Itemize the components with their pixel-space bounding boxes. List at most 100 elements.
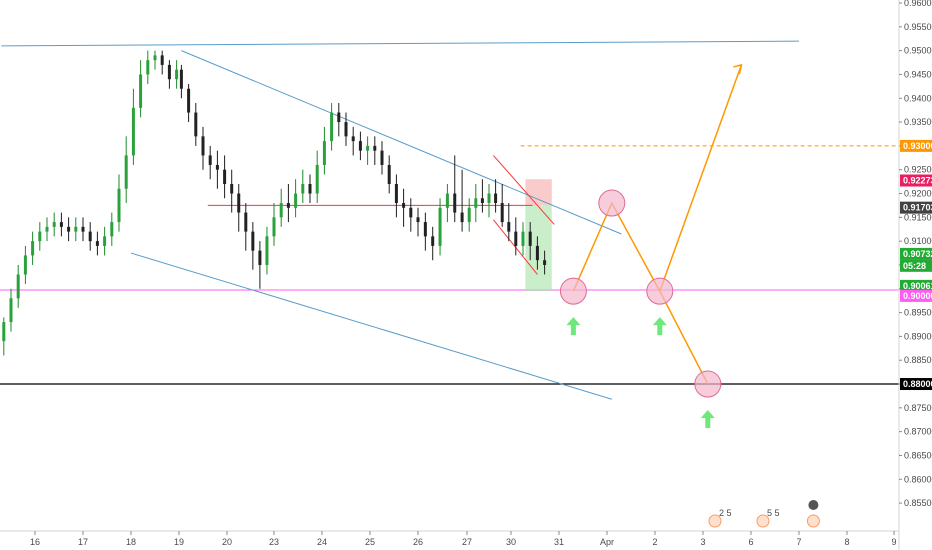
candle-body: [45, 226, 49, 232]
candle-body: [535, 245, 539, 261]
time-tick-label: 26: [413, 537, 423, 547]
time-tick-label: Apr: [600, 537, 614, 547]
event-icon[interactable]: [708, 514, 722, 528]
candle-body: [31, 241, 35, 256]
candle-body: [38, 231, 42, 242]
time-tick-label: 7: [796, 537, 801, 547]
projection-layer: [559, 63, 743, 429]
time-tick-label: 9: [891, 537, 896, 547]
candle-body: [160, 55, 164, 65]
target-circle[interactable]: [598, 189, 626, 217]
candle-body: [265, 236, 269, 265]
candle-body: [59, 222, 63, 227]
candle-body: [81, 226, 85, 232]
candle-body: [167, 64, 171, 80]
candle-body: [74, 226, 78, 232]
candle-body: [139, 74, 143, 108]
candle-body: [330, 112, 334, 142]
candle-body: [286, 203, 290, 208]
event-icon[interactable]: [806, 514, 820, 528]
candle-body: [514, 231, 518, 246]
price-badge: [900, 247, 932, 260]
candle-body: [543, 260, 547, 265]
candle-body: [387, 164, 391, 184]
candle-body: [2, 322, 6, 342]
target-circle[interactable]: [559, 277, 587, 305]
candle-body: [52, 222, 56, 227]
candle-body: [301, 183, 305, 194]
time-tick-label: 30: [506, 537, 516, 547]
candle-body: [315, 164, 319, 194]
candle-body: [294, 193, 298, 208]
candle-body: [351, 136, 355, 142]
candle-body: [201, 136, 205, 156]
price-badge-label: 0.92273: [903, 176, 932, 186]
candle-body: [337, 112, 341, 123]
price-badge: [900, 139, 932, 152]
projection-path[interactable]: [572, 201, 709, 385]
candle-body: [521, 231, 525, 246]
target-circle[interactable]: [646, 277, 674, 305]
candle-body: [208, 155, 212, 165]
time-tick-label: 3: [700, 537, 705, 547]
candle-body: [467, 207, 471, 223]
projection-breakout[interactable]: [659, 64, 743, 292]
time-axis[interactable]: 16 17 18 19 20 23 24 25 26 27 30 31 Apr 2 3 6 7 8 9: [30, 531, 897, 547]
position-stop-zone[interactable]: [525, 179, 552, 206]
time-tick-label: 16: [30, 537, 40, 547]
candle-body: [279, 203, 283, 218]
candle-body: [16, 274, 20, 299]
candle-body: [124, 155, 128, 189]
candle-body: [88, 231, 92, 242]
candle-body: [95, 241, 99, 246]
candle-body: [272, 217, 276, 237]
time-tick-label: 19: [174, 537, 184, 547]
price-badge: [900, 259, 932, 272]
candle-body: [373, 145, 377, 151]
event-icon[interactable]: [756, 514, 770, 528]
trend-line[interactable]: [130, 252, 612, 400]
candle-body: [409, 207, 413, 218]
time-tick-label: 31: [554, 537, 564, 547]
candle-body: [500, 203, 504, 223]
time-tick-label: 17: [78, 537, 88, 547]
price-badge: [900, 174, 932, 187]
projection-arrowhead: [733, 63, 743, 75]
target-circle[interactable]: [694, 370, 722, 398]
candle-body: [175, 69, 179, 80]
candle-body: [322, 141, 326, 165]
candle-body: [344, 122, 348, 137]
time-tick-label: 23: [269, 537, 279, 547]
trend-line[interactable]: [181, 50, 622, 235]
candle-body: [146, 60, 150, 75]
event-label: 2 5: [719, 508, 732, 518]
price-badge-label: 0.90732: [903, 249, 932, 259]
price-badge-label: 0.91703: [903, 203, 932, 213]
candle-body: [423, 222, 427, 237]
price-badge-label: 0.88000: [903, 379, 932, 389]
time-tick-label: 25: [365, 537, 375, 547]
trend-line[interactable]: [493, 155, 555, 225]
candle-body: [416, 217, 420, 223]
price-badge: [900, 378, 932, 391]
price-badge: [900, 201, 932, 214]
candle-body: [153, 55, 157, 61]
candle-body: [179, 69, 183, 89]
time-tick-label: 24: [317, 537, 327, 547]
up-arrow-icon: [566, 317, 581, 336]
trend-line[interactable]: [1, 40, 800, 47]
event-dot-icon[interactable]: [808, 500, 819, 510]
candle-body: [251, 231, 255, 251]
candle-body: [110, 222, 114, 237]
